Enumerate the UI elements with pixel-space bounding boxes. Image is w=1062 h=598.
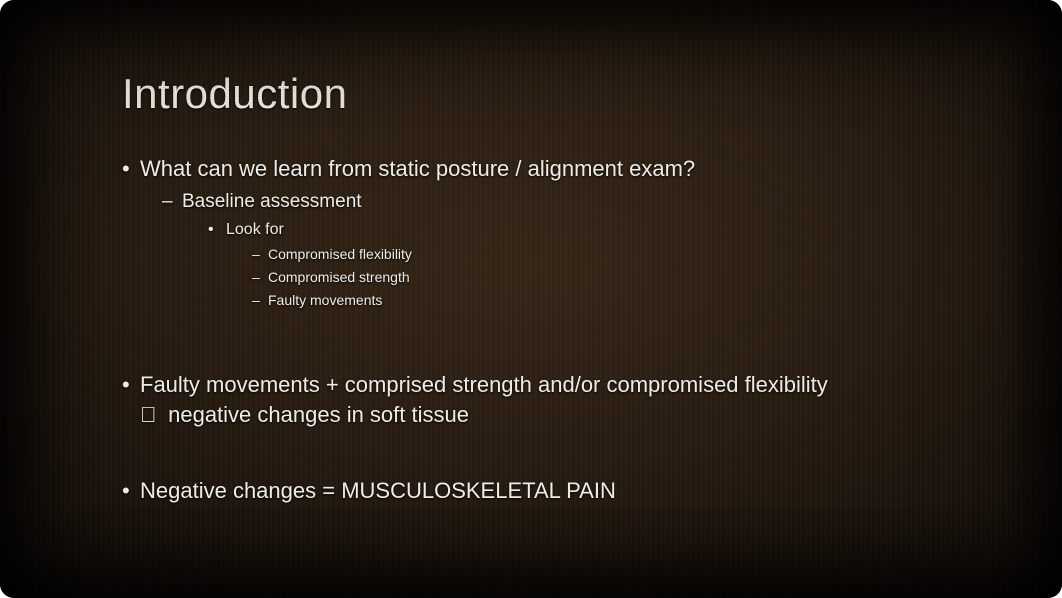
bullet-text-line2: negative changes in soft tissue: [162, 402, 469, 427]
slide-title: Introduction: [122, 70, 952, 118]
bullet-list-level-1: What can we learn from static posture / …: [122, 154, 952, 505]
bullet-list-level-2: Baseline assessment Look for Compromised…: [140, 188, 952, 313]
bullet-text: Look for: [226, 221, 284, 238]
bullet-l2-item: Baseline assessment Look for Compromised…: [162, 188, 952, 313]
arrow-icon: : [140, 400, 162, 430]
bullet-l1-item: What can we learn from static posture / …: [122, 154, 952, 312]
bullet-l1-item: Negative changes = MUSCULOSKELETAL PAIN: [122, 476, 952, 506]
bullet-list-level-4: Compromised flexibility Compromised stre…: [226, 243, 952, 312]
bullet-l3-item: Look for Compromised flexibility Comprom…: [208, 218, 952, 312]
bullet-text: Negative changes = MUSCULOSKELETAL PAIN: [140, 478, 616, 503]
slide: Introduction What can we learn from stat…: [0, 0, 1062, 598]
bullet-l4-item: Faulty movements: [252, 289, 952, 312]
bullet-text: Compromised strength: [268, 269, 410, 285]
bullet-list-level-3: Look for Compromised flexibility Comprom…: [182, 218, 952, 312]
bullet-l1-item: Faulty movements + comprised strength an…: [122, 370, 952, 429]
bullet-l4-item: Compromised flexibility: [252, 243, 952, 266]
bullet-text: Compromised flexibility: [268, 246, 412, 262]
bullet-text-line1: Faulty movements + comprised strength an…: [140, 372, 828, 397]
bullet-text: Faulty movements: [268, 292, 382, 308]
bullet-text: What can we learn from static posture / …: [140, 156, 695, 181]
bullet-l4-item: Compromised strength: [252, 266, 952, 289]
bullet-text: Baseline assessment: [182, 191, 362, 212]
